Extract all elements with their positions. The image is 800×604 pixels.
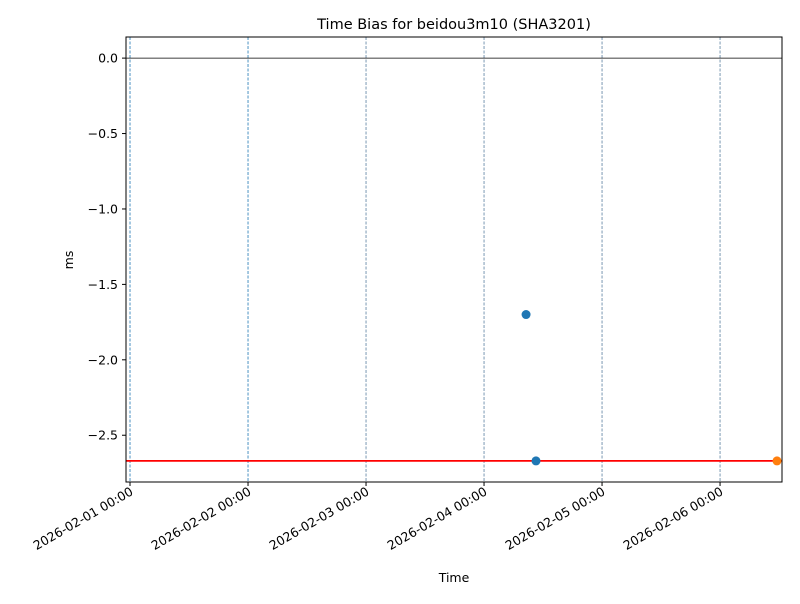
x-tick-label: 2026-02-03 00:00 — [266, 484, 371, 553]
data-point — [521, 310, 531, 320]
x-tick-label: 2026-02-06 00:00 — [620, 484, 725, 553]
data-point — [531, 456, 541, 466]
y-tick-label: 0.0 — [98, 51, 118, 66]
x-tick-label: 2026-02-04 00:00 — [384, 484, 489, 553]
x-axis-label: Time — [438, 570, 470, 585]
y-tick-label: −0.5 — [88, 126, 118, 141]
chart-title: Time Bias for beidou3m10 (SHA3201) — [316, 17, 591, 33]
y-tick-label: −1.5 — [88, 277, 118, 292]
y-tick-label: −1.0 — [88, 201, 118, 216]
data-point — [772, 456, 782, 466]
axes-frame — [125, 36, 783, 483]
x-tick-label: 2026-02-05 00:00 — [502, 484, 607, 553]
y-tick-label: −2.0 — [88, 352, 118, 367]
x-tick-label: 2026-02-02 00:00 — [148, 484, 253, 553]
y-tick-label: −2.5 — [88, 428, 118, 443]
x-tick-label: 2026-02-01 00:00 — [30, 484, 135, 553]
y-axis-label: ms — [61, 251, 76, 270]
